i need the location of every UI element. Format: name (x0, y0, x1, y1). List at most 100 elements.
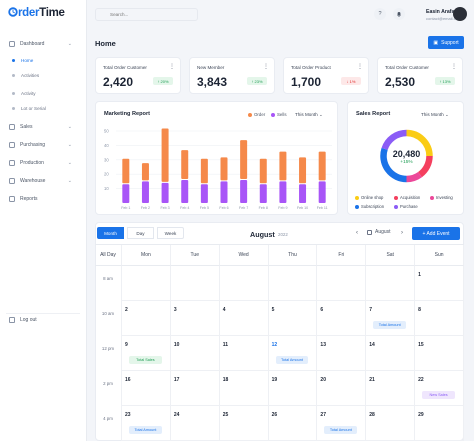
legend-swatch (248, 112, 252, 117)
y-tick-label: 30 (104, 157, 109, 162)
calendar-event[interactable]: Total Sales (129, 356, 162, 364)
legend-swatch (394, 204, 398, 209)
calendar-event[interactable]: Total Amount (129, 426, 162, 434)
bullet-icon (12, 92, 15, 95)
sidebar-item-production[interactable]: Production ⌄ (6, 157, 80, 169)
legend-swatch (355, 195, 359, 200)
calendar-event[interactable]: Total Amount (275, 356, 309, 364)
calendar-day-cell[interactable]: 4 (219, 301, 269, 336)
calendar-day-cell[interactable]: 10 (170, 336, 220, 371)
bar-order (181, 150, 189, 179)
calendar-day-cell[interactable]: 8 (415, 301, 464, 336)
calendar-day-cell[interactable]: 20 (317, 371, 367, 406)
calendar-day-cell[interactable]: 25 (219, 406, 269, 441)
tab-month[interactable]: Month (97, 227, 124, 239)
legend-acquisition: Acquisition (394, 195, 420, 200)
day-number: 6 (320, 307, 324, 313)
calendar-day-cell[interactable]: 5 (268, 301, 318, 336)
chevron-down-icon[interactable]: ⌄ (67, 124, 72, 130)
chevron-down-icon[interactable]: ⌄ (67, 160, 72, 166)
sidebar-item-reports[interactable]: Reports (6, 193, 80, 205)
kebab-menu-icon[interactable]: ⋮ (357, 64, 363, 70)
calendar-day-cell[interactable]: 1 (415, 266, 464, 301)
calendar-day-cell[interactable]: 19 (268, 371, 318, 406)
weekday-sat: Sat (366, 245, 416, 266)
legend-label: Online shop (361, 195, 384, 200)
search-input[interactable] (95, 8, 198, 21)
month-picker[interactable]: August (367, 229, 391, 235)
sidebar-item-purchasing[interactable]: Purchasing ⌄ (6, 139, 80, 151)
day-number: 18 (222, 377, 229, 383)
calendar-icon (367, 229, 372, 235)
calendar-day-cell[interactable]: 14 (366, 336, 416, 371)
calendar-day-cell[interactable]: 2 (122, 301, 171, 336)
reports-icon (9, 196, 15, 202)
bar-sells (141, 181, 149, 203)
calendar-day-cell[interactable]: 27 (317, 406, 367, 441)
sidebar-item-home[interactable]: Home (12, 55, 80, 66)
bar-sells (318, 181, 326, 203)
calendar-day-cell[interactable]: 26 (268, 406, 318, 441)
calendar-day-cell[interactable]: 22 (415, 371, 464, 406)
app-logo[interactable]: rderTime (8, 7, 65, 19)
calendar-day-cell[interactable] (317, 266, 367, 301)
legend-sells: Sells (271, 112, 287, 117)
avatar[interactable] (453, 7, 467, 21)
calendar-day-cell[interactable]: 11 (219, 336, 269, 371)
calendar-day-cell[interactable]: 3 (170, 301, 220, 336)
day-number: 16 (125, 377, 131, 383)
calendar-day-cell[interactable]: 13 (317, 336, 367, 371)
calendar-day-cell[interactable]: 18 (219, 371, 269, 406)
sidebar-item-dashboard[interactable]: Dashboard ⌄ (6, 38, 80, 50)
calendar-day-cell[interactable]: 6 (317, 301, 367, 336)
sales-total: 20,480 (392, 149, 421, 159)
calendar-day-cell[interactable] (170, 266, 220, 301)
calendar-event[interactable]: Total Amount (373, 321, 407, 329)
support-button[interactable]: ▣ Support (428, 36, 464, 49)
calendar-day-cell[interactable]: 9 (122, 336, 171, 371)
time-label: 2 pm (95, 371, 122, 406)
logout-button[interactable]: Log out (6, 313, 80, 325)
tab-day[interactable]: Day (127, 227, 154, 239)
calendar-day-cell[interactable] (268, 266, 318, 301)
calendar-day-cell[interactable]: 15 (415, 336, 464, 371)
stat-card: Total Order Product ⋮ 1,700 ↓ 1% (283, 57, 369, 94)
calendar-day-cell[interactable]: 21 (366, 371, 416, 406)
calendar-day-cell[interactable]: 16 (122, 371, 171, 406)
calendar-day-cell[interactable]: 24 (170, 406, 220, 441)
calendar-day-cell[interactable] (219, 266, 269, 301)
calendar-event[interactable]: New Sales (422, 391, 455, 399)
calendar-day-cell[interactable]: 17 (170, 371, 220, 406)
kebab-menu-icon[interactable]: ⋮ (451, 64, 457, 70)
month-picker-label: August (375, 229, 391, 235)
all-day-label: All Day (95, 245, 122, 266)
marketing-filter[interactable]: This Month ⌄ (295, 112, 323, 118)
dashboard-icon (9, 41, 15, 47)
next-month-icon[interactable]: › (401, 230, 403, 236)
sales-filter[interactable]: This Month ⌄ (421, 112, 449, 118)
sidebar-item-sales[interactable]: Sales ⌄ (6, 121, 80, 133)
notification-button[interactable] (393, 8, 405, 20)
sidebar-item-lot-or-serial[interactable]: Lot or Serial (12, 103, 80, 114)
calendar-day-cell[interactable]: 28 (366, 406, 416, 441)
kebab-menu-icon[interactable]: ⋮ (263, 64, 269, 70)
sidebar-item-warehouse[interactable]: Warehouse ⌄ (6, 175, 80, 187)
sidebar-item-label: Activity (21, 91, 36, 96)
prev-month-icon[interactable]: ‹ (356, 230, 358, 236)
calendar-day-cell[interactable]: 29 (415, 406, 464, 441)
tab-week[interactable]: Week (157, 227, 184, 239)
chevron-down-icon[interactable]: ⌄ (67, 142, 72, 148)
chevron-down-icon[interactable]: ⌄ (67, 178, 72, 184)
sidebar-item-activity[interactable]: Activity (12, 88, 80, 99)
calendar-day-cell[interactable]: 23 (122, 406, 171, 441)
sidebar-item-activities[interactable]: Activities (12, 70, 80, 81)
add-event-button[interactable]: + Add Event (412, 227, 460, 240)
calendar-day-cell[interactable] (366, 266, 416, 301)
calendar-event[interactable]: Total Amount (324, 426, 358, 434)
calendar-day-cell[interactable]: 7 (366, 301, 416, 336)
kebab-menu-icon[interactable]: ⋮ (169, 64, 175, 70)
help-button[interactable]: ? (374, 8, 386, 20)
calendar-day-cell[interactable]: 12 (268, 336, 318, 371)
chevron-down-icon[interactable]: ⌄ (67, 41, 72, 47)
calendar-day-cell[interactable] (122, 266, 171, 301)
